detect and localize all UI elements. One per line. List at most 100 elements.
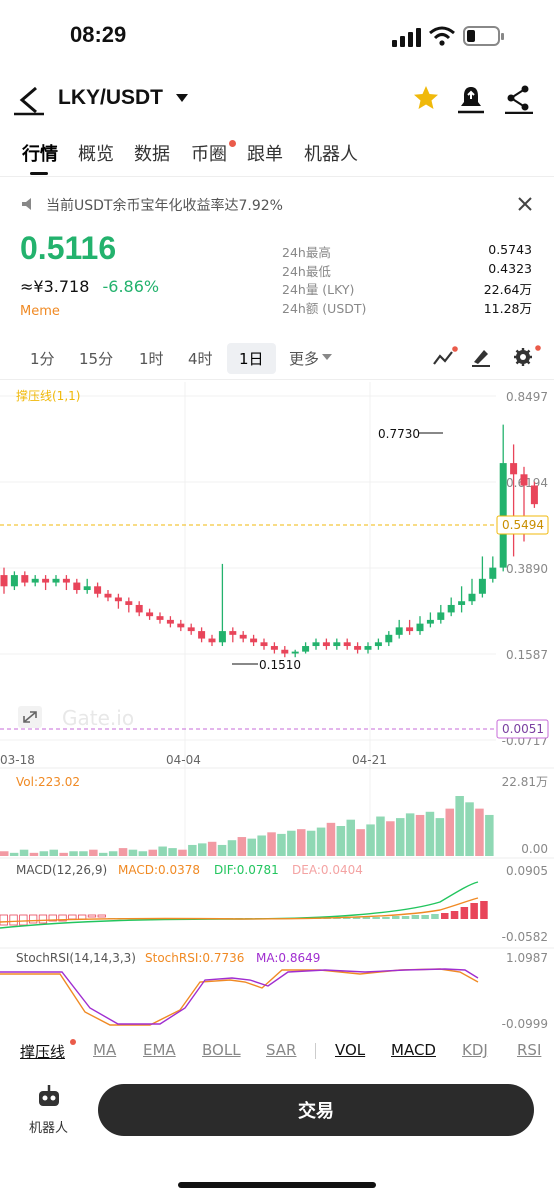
- category-tag[interactable]: Meme: [20, 304, 60, 319]
- stat-row: 24h最低 0.4323: [282, 261, 532, 280]
- notice-bar[interactable]: 当前USDT余币宝年化收益率达7.92%: [20, 192, 540, 216]
- volume-bar: [198, 843, 207, 856]
- signal-icon: [392, 28, 421, 47]
- status-time: 08:29: [70, 22, 127, 47]
- tab-community[interactable]: 币圈: [191, 144, 227, 165]
- volume-bar: [19, 849, 29, 856]
- dropdown-icon[interactable]: [176, 94, 188, 104]
- share-icon[interactable]: [505, 84, 533, 114]
- volume-bar: [148, 849, 157, 856]
- tab-bots[interactable]: 机器人: [304, 144, 358, 165]
- indicator-sar[interactable]: SAR: [266, 1041, 297, 1059]
- indicator-vol[interactable]: VOL: [335, 1041, 366, 1059]
- volume-bar: [247, 838, 256, 856]
- price-chart[interactable]: 0.84970.61940.38900.1587-0.0717撑压线(1,1)0…: [0, 382, 554, 1032]
- volume-bar: [366, 824, 375, 856]
- candle-body: [94, 586, 102, 594]
- tab-copytrade[interactable]: 跟单: [247, 144, 283, 165]
- volume-bar: [267, 832, 276, 856]
- candle-body: [343, 642, 351, 647]
- tabs-divider: [0, 176, 554, 177]
- indicator-boll[interactable]: BOLL: [202, 1041, 241, 1059]
- volume-bar: [465, 802, 474, 856]
- stochrsi-axis-bottom: -0.0999: [502, 1017, 548, 1031]
- main-tabs: 行情 概览 数据 币圈 跟单 机器人: [0, 140, 554, 176]
- indicator-ma[interactable]: MA: [93, 1041, 117, 1059]
- candle-body: [426, 619, 434, 624]
- stochrsi-value: StochRSI:0.7736: [145, 951, 244, 965]
- volume-bar: [0, 851, 9, 856]
- pair-title[interactable]: LKY/USDT: [58, 86, 163, 109]
- volume-label: Vol:223.02: [16, 775, 80, 789]
- x-tick-label: 04-21: [352, 753, 387, 767]
- tab-overview[interactable]: 概览: [78, 144, 114, 165]
- header: LKY/USDT: [0, 78, 554, 122]
- macd-dea: DEA:0.0404: [292, 863, 363, 877]
- indicator-ema[interactable]: EMA: [143, 1041, 176, 1059]
- stat-value: 11.28万: [483, 300, 532, 316]
- volume-axis-bottom: 0.00: [521, 842, 548, 856]
- candle-body: [416, 623, 424, 632]
- indicator-kdj[interactable]: KDJ: [462, 1041, 488, 1059]
- interval-1h[interactable]: 1时: [139, 350, 164, 368]
- volume-bar: [485, 814, 494, 856]
- candle-body: [198, 631, 206, 639]
- volume-bar: [287, 830, 296, 856]
- candle-body: [499, 463, 507, 568]
- candle-body: [73, 582, 81, 591]
- draw-pen-icon[interactable]: [470, 346, 492, 368]
- macd-axis-top: 0.0905: [506, 864, 548, 878]
- candle-body: [146, 612, 154, 617]
- volume-bar: [445, 808, 454, 856]
- back-icon[interactable]: [14, 84, 44, 116]
- candle-body: [510, 463, 518, 475]
- indicator-rsi[interactable]: RSI: [517, 1041, 542, 1059]
- interval-15m[interactable]: 15分: [79, 350, 114, 368]
- macd-bar: [372, 917, 380, 919]
- battery-icon: [463, 26, 504, 46]
- more-chevron-icon: [322, 354, 332, 360]
- volume-bar: [475, 808, 484, 856]
- candle-body: [489, 567, 497, 579]
- interval-more[interactable]: 更多: [289, 350, 320, 368]
- tab-data[interactable]: 数据: [134, 144, 170, 165]
- indicator-macd[interactable]: MACD: [391, 1041, 436, 1059]
- candle-body: [52, 578, 60, 583]
- macd-value: MACD:0.0378: [118, 863, 200, 877]
- bottom-bar: 机器人 交易: [0, 1072, 554, 1200]
- macd-bar: [9, 914, 18, 926]
- volume-bar: [39, 851, 49, 856]
- tab-market[interactable]: 行情: [22, 144, 58, 165]
- settings-gear-icon[interactable]: [512, 344, 542, 368]
- favorite-star-icon[interactable]: [412, 84, 440, 112]
- indicator-chart-icon[interactable]: [432, 346, 458, 368]
- interval-1m[interactable]: 1分: [30, 350, 55, 368]
- volume-bar: [257, 835, 266, 856]
- trade-button[interactable]: 交易: [98, 1084, 534, 1136]
- macd-bar: [401, 916, 410, 919]
- candle-body: [229, 631, 237, 635]
- macd-bar: [48, 914, 57, 922]
- indicator-support[interactable]: 撑压线: [20, 1043, 66, 1061]
- candle-body: [468, 593, 476, 602]
- candle-body: [333, 642, 341, 647]
- macd-bar: [28, 914, 38, 924]
- robot-icon[interactable]: [36, 1084, 62, 1110]
- close-notice-icon[interactable]: [518, 197, 532, 211]
- alert-bell-icon[interactable]: [458, 84, 484, 114]
- interval-4h[interactable]: 4时: [188, 350, 213, 368]
- candle-body: [364, 646, 372, 650]
- current-price-tag-box: [496, 515, 549, 535]
- candle-body: [187, 627, 195, 632]
- volume-bar: [396, 818, 405, 856]
- candle-body: [21, 575, 29, 583]
- speaker-icon: [22, 198, 31, 210]
- candle-body: [530, 485, 538, 505]
- volume-bar: [89, 849, 98, 856]
- price-tick-label: 0.1587: [506, 648, 548, 662]
- interval-bar: 1分 15分 1时 4时 1日 更多: [0, 340, 554, 374]
- interval-1d[interactable]: 1日: [227, 343, 276, 374]
- robot-label[interactable]: 机器人: [29, 1121, 69, 1136]
- stochrsi-line: [0, 968, 479, 1026]
- stochrsi-ma: MA:0.8649: [256, 951, 320, 965]
